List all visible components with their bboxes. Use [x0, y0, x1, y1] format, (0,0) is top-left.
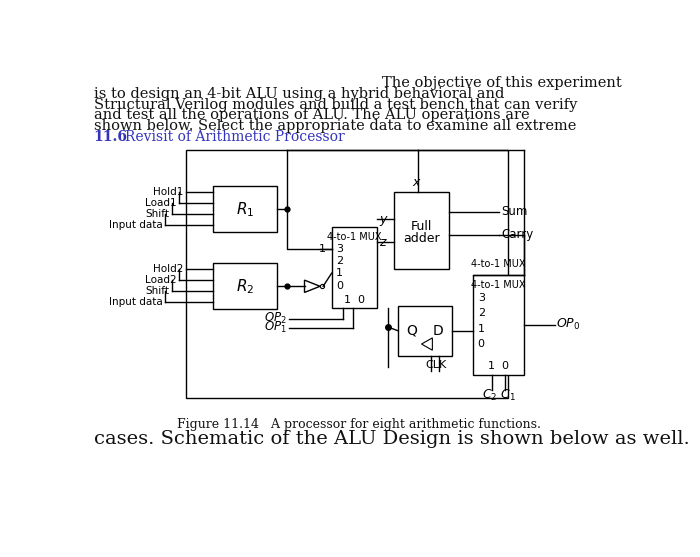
Text: D: D	[433, 324, 443, 338]
Text: Structural Verilog modules and build a test bench that can verify: Structural Verilog modules and build a t…	[94, 97, 577, 111]
Text: 2: 2	[477, 308, 485, 318]
Text: z: z	[379, 236, 386, 249]
Polygon shape	[304, 280, 320, 292]
Text: 2: 2	[336, 256, 343, 266]
Text: 0: 0	[336, 281, 343, 291]
Text: CLK: CLK	[426, 360, 447, 370]
Text: 1: 1	[477, 324, 484, 334]
Text: 3: 3	[477, 293, 484, 303]
Text: $C_2\ C_1$: $C_2\ C_1$	[482, 388, 516, 403]
Text: Sum: Sum	[501, 205, 528, 218]
Text: and test all the operations of ALU. The ALU operations are: and test all the operations of ALU. The …	[94, 109, 529, 123]
Text: Shift: Shift	[146, 209, 169, 219]
Bar	[394, 192, 449, 270]
Text: Q: Q	[406, 324, 417, 338]
Text: y: y	[379, 213, 386, 226]
Text: The objective of this experiment: The objective of this experiment	[382, 76, 622, 90]
Bar	[186, 150, 508, 398]
Text: Load2: Load2	[145, 275, 176, 285]
Text: $OP_1$: $OP_1$	[264, 320, 287, 335]
Text: 1: 1	[318, 243, 326, 253]
Text: 1: 1	[336, 268, 343, 278]
Text: $OP_0$: $OP_0$	[556, 317, 581, 333]
Bar	[332, 227, 377, 308]
Text: Hold1: Hold1	[153, 187, 183, 197]
Text: Input data: Input data	[109, 219, 162, 229]
Text: Carry: Carry	[501, 228, 533, 241]
Bar	[473, 275, 524, 375]
Text: Full: Full	[411, 221, 432, 233]
Text: 11.6: 11.6	[94, 130, 127, 144]
Text: shown below. Select the appropriate data to examine all extreme: shown below. Select the appropriate data…	[94, 119, 576, 133]
Text: adder: adder	[403, 232, 440, 245]
Text: Revisit of Arithmetic Processor: Revisit of Arithmetic Processor	[125, 130, 344, 144]
Text: 1  0: 1 0	[344, 295, 365, 305]
Text: $R_2$: $R_2$	[236, 277, 254, 296]
Text: 4-to-1 MUX: 4-to-1 MUX	[471, 280, 526, 290]
Text: 4-to-1 MUX: 4-to-1 MUX	[327, 232, 382, 242]
Bar	[213, 186, 276, 232]
Polygon shape	[421, 338, 433, 350]
Text: $R_1$: $R_1$	[236, 200, 254, 219]
Text: Load1: Load1	[145, 198, 176, 208]
Text: $OP_2$: $OP_2$	[264, 311, 287, 326]
Text: 3: 3	[336, 243, 343, 253]
Text: Shift: Shift	[146, 286, 169, 296]
Text: Figure 11.14   A processor for eight arithmetic functions.: Figure 11.14 A processor for eight arith…	[177, 418, 540, 431]
Text: x: x	[412, 176, 420, 189]
Text: Hold2: Hold2	[153, 265, 183, 275]
Text: 1  0: 1 0	[488, 360, 509, 370]
Bar	[398, 306, 452, 355]
Bar	[213, 263, 276, 309]
Text: 0: 0	[477, 339, 484, 349]
Text: is to design an 4-bit ALU using a hybrid behavioral and: is to design an 4-bit ALU using a hybrid…	[94, 87, 504, 101]
Text: 4-to-1 MUX: 4-to-1 MUX	[471, 258, 526, 268]
Text: Input data: Input data	[109, 297, 162, 307]
Text: cases. Schematic of the ALU Design is shown below as well.: cases. Schematic of the ALU Design is sh…	[94, 430, 690, 448]
